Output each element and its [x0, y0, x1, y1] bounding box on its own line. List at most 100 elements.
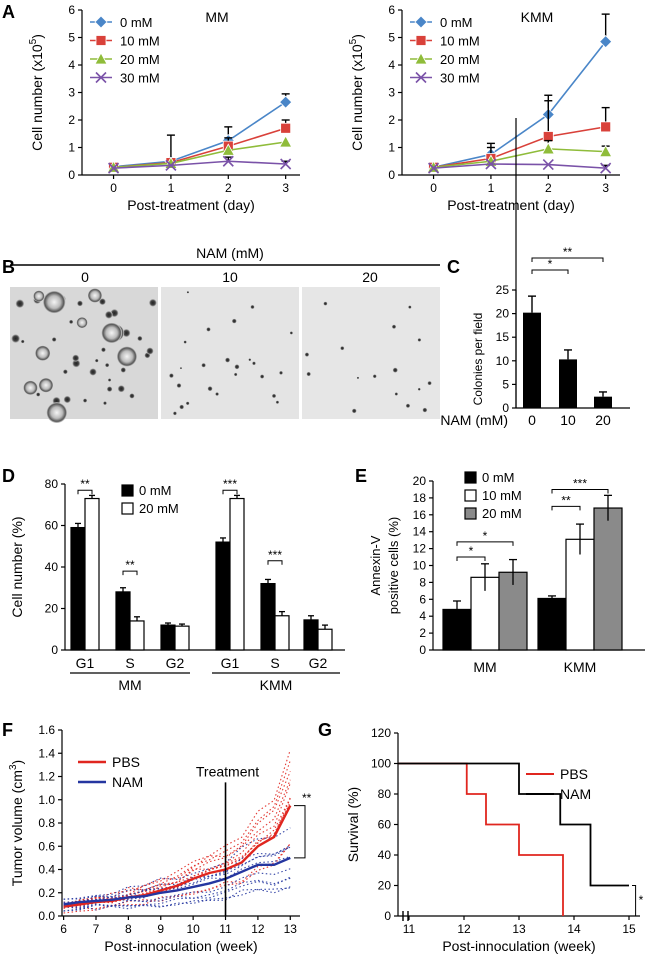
- sig-bracket: [456, 541, 514, 546]
- y-tick-label: 15: [496, 330, 510, 344]
- sig-bracket: [551, 488, 609, 494]
- y-tick-label: 20: [45, 602, 59, 616]
- legend-label: 30 mM: [440, 71, 480, 86]
- y-tick-label: 12: [413, 542, 427, 556]
- sig-label: ***: [223, 477, 237, 491]
- data-point-b: [427, 162, 440, 174]
- colony-dot: [275, 400, 280, 404]
- data-point-b: [485, 158, 497, 170]
- data-point-b: [107, 162, 120, 174]
- group-label: KMM: [260, 677, 293, 693]
- legend-label: 20 mM: [482, 506, 522, 521]
- x-tick-label: G2: [309, 655, 328, 671]
- x-tick-label: 11: [403, 922, 416, 936]
- data-point-b: [542, 158, 554, 171]
- colony-dot: [89, 368, 97, 376]
- data-point: [279, 95, 293, 109]
- legend-swatch: [464, 489, 477, 502]
- colony-dot: [36, 392, 41, 397]
- bar: [70, 526, 86, 651]
- y-tick-label: 40: [45, 560, 59, 574]
- y-tick-label: 5: [68, 31, 75, 45]
- colony-dot: [252, 361, 256, 366]
- bar: [260, 582, 276, 651]
- sig-bracket: [267, 560, 283, 565]
- data-point: [278, 135, 293, 148]
- x-tick-label: 11: [219, 922, 232, 936]
- x-tick-label: 12: [457, 922, 471, 936]
- x-tick-label: 14: [567, 922, 581, 936]
- legend-marker: [94, 15, 108, 29]
- colony-dot: [340, 346, 345, 351]
- y-tick-label: 5: [502, 377, 509, 391]
- y-tick-label: 60: [378, 818, 392, 832]
- x-tick-label: KMM: [564, 659, 597, 675]
- colony-dot: [51, 337, 57, 342]
- colony-images: NAM (mM) 0 10 20: [10, 245, 440, 423]
- individual-trace: [63, 798, 291, 905]
- y-tick-label: 18: [413, 491, 427, 505]
- sig-label: **: [80, 477, 90, 491]
- bar: [129, 620, 145, 651]
- colony-dot: [173, 411, 177, 416]
- y-tick-label: 1.4: [38, 746, 55, 760]
- colony-dot: [289, 331, 293, 335]
- individual-trace: [63, 855, 291, 906]
- series-line-3: [433, 163, 606, 169]
- sig-label: *: [483, 529, 488, 543]
- survival-curve-NAM: [398, 762, 629, 887]
- colony-dot: [231, 318, 237, 324]
- colony-dot: [408, 305, 412, 309]
- bar: [229, 497, 245, 651]
- image-label-10: 10: [222, 269, 238, 285]
- data-point: [541, 142, 555, 155]
- legend-label: 10 mM: [440, 34, 480, 49]
- data-point-b: [222, 155, 234, 167]
- x-tick-label: 6: [60, 922, 67, 936]
- colony-dot: [46, 402, 68, 423]
- bar: [565, 538, 595, 651]
- chart-G: 0 20 40 60 80 100 120 11 12 13 14 15 Post-innoculati…: [345, 726, 644, 954]
- bar: [274, 615, 290, 651]
- sig-label-2: **: [563, 245, 573, 259]
- sig-bracket: [294, 805, 306, 859]
- colony-dot: [103, 401, 107, 405]
- survival-curve-PBS: [398, 762, 564, 916]
- legend-label: NAM: [560, 786, 591, 802]
- y-tick-label: 0: [384, 909, 391, 923]
- colony-dot: [95, 358, 99, 363]
- treatment-label: Treatment: [196, 764, 259, 780]
- y-tick-label: 0.6: [38, 839, 55, 853]
- bar: [537, 597, 567, 651]
- y-tick-label: 1.6: [38, 723, 55, 737]
- legend-label: PBS: [560, 766, 588, 782]
- x-tick-label: 8: [125, 922, 132, 936]
- colony-dot: [179, 367, 183, 370]
- colony-dot: [185, 401, 190, 406]
- colony-dot: [186, 291, 190, 294]
- colony-dot: [304, 352, 310, 357]
- colony-dot: [323, 301, 328, 306]
- y-tick-label: 2: [419, 626, 426, 640]
- colony-dot: [422, 407, 428, 413]
- colony-dot: [417, 387, 421, 391]
- y-axis-label: Cell number (x105): [28, 34, 45, 151]
- y-tick-label: 0.4: [38, 863, 55, 877]
- legend-label: 10 mM: [482, 488, 522, 503]
- y-tick-label: 80: [378, 787, 392, 801]
- y-tick-label: 100: [371, 757, 391, 771]
- sig-bracket: [77, 489, 93, 495]
- colony-dot: [351, 408, 357, 414]
- x-tick-label: S: [270, 655, 279, 671]
- legend-marker-b: [95, 71, 107, 84]
- series-line-3: [113, 160, 286, 169]
- series-line-1: [113, 127, 286, 169]
- y-tick-label: 20: [378, 879, 392, 893]
- chart-A-KMM: 0 1 2 3 4 5 6 0 1 2 3 Post-treatment (day) Cell numb…: [348, 3, 620, 213]
- data-point: [221, 143, 235, 156]
- legend-label: 0 mM: [482, 470, 515, 485]
- x-tick-label: 20: [595, 412, 611, 428]
- x-tick-label: 2: [225, 181, 232, 195]
- x-axis-label: Post-innoculation (week): [104, 938, 257, 954]
